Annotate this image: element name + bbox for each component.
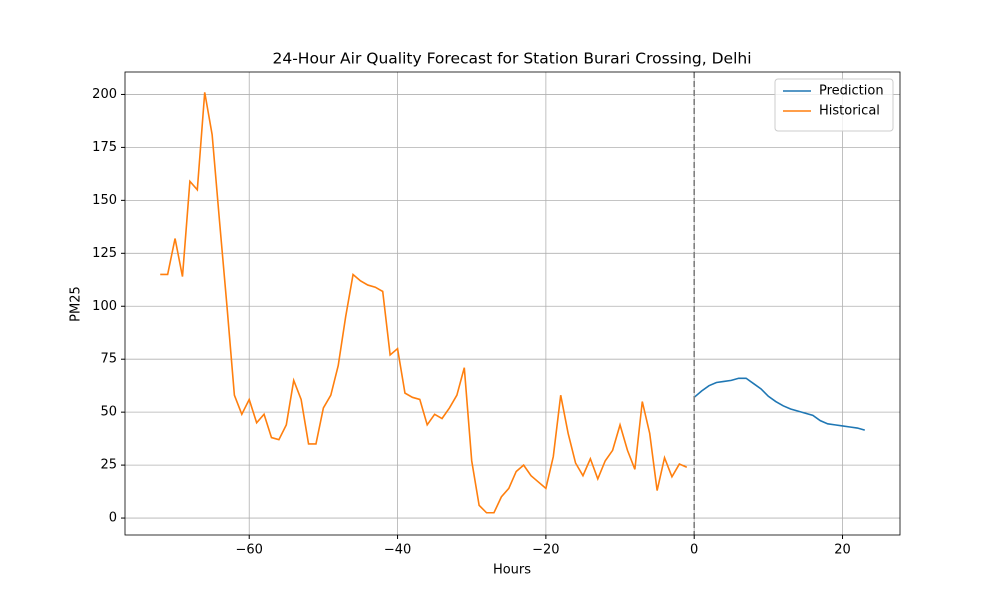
plot-frame (124, 71, 901, 536)
data-line (693, 377, 865, 431)
y-axis-label: PM25 (69, 286, 84, 322)
y-tick-label: 100 (92, 299, 117, 314)
y-tick-label: 50 (100, 405, 117, 420)
x-tick-label: −60 (236, 543, 263, 558)
legend-label: Prediction (819, 84, 884, 99)
x-tick-label: 20 (834, 543, 851, 558)
x-tick-label: 0 (690, 543, 698, 558)
y-tick-label: 200 (92, 87, 117, 102)
legend-label: Historical (819, 104, 880, 119)
legend-box (774, 78, 894, 132)
y-tick-label: 125 (92, 246, 117, 261)
y-tick-label: 75 (100, 352, 117, 367)
y-tick-label: 0 (109, 511, 117, 526)
chart-title: 24-Hour Air Quality Forecast for Station… (272, 50, 751, 68)
y-tick-label: 175 (92, 140, 117, 155)
data-line (160, 92, 688, 514)
x-tick-label: −20 (532, 543, 559, 558)
y-tick-label: 25 (100, 458, 117, 473)
y-tick-label: 150 (92, 193, 117, 208)
x-tick-label: −40 (384, 543, 411, 558)
x-axis-label: Hours (493, 563, 531, 578)
